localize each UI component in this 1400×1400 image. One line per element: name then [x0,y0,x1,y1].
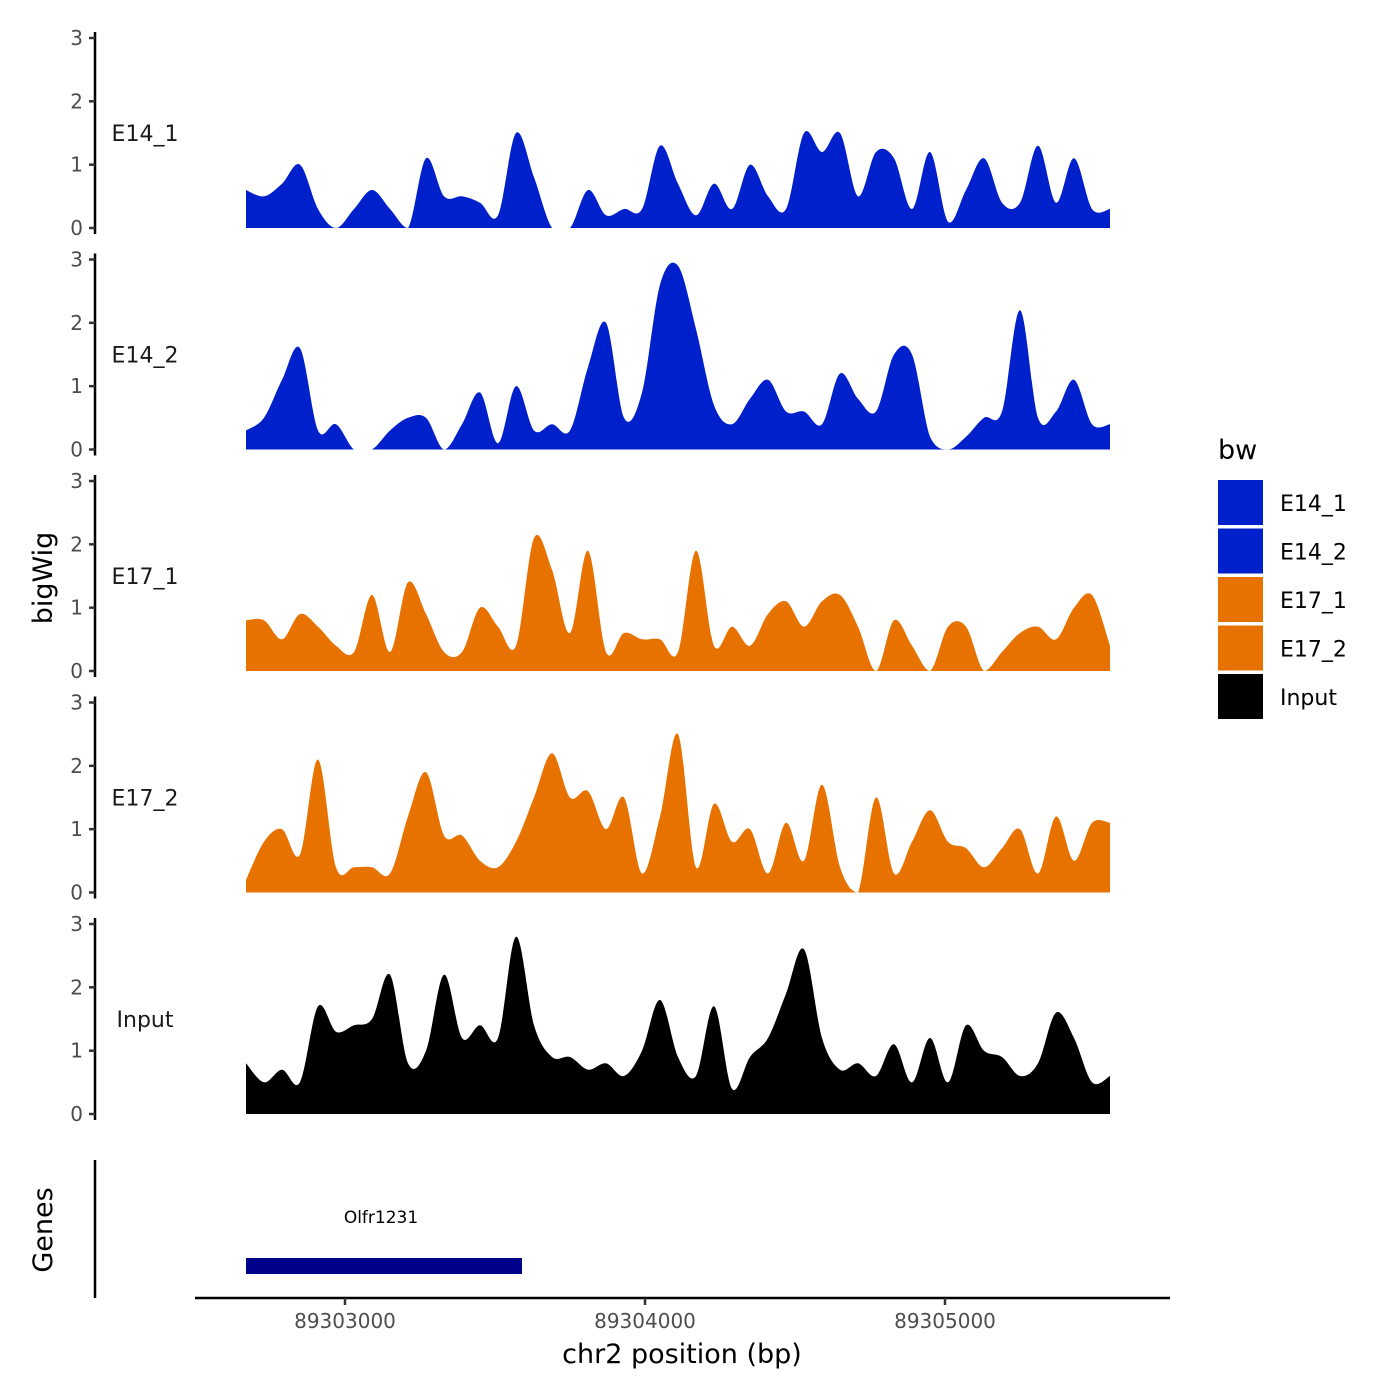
signal-area-input [246,936,1110,1114]
signal-area-e14-2 [246,262,1110,450]
gene-name-label: Olfr1231 [344,1208,418,1228]
genes-panel: Genes Olfr1231 [28,1160,522,1298]
legend-label-e14-1: E14_1 [1280,492,1347,517]
track-label-e14-2: E14_2 [112,344,179,369]
genes-axis-title: Genes [28,1187,59,1272]
y-tick-label: 0 [70,1102,83,1126]
y-tick-label: 0 [70,438,83,462]
legend-swatch-e14-2 [1218,528,1263,574]
legend-title: bw [1218,435,1257,466]
track-label-e17-2: E17_2 [112,787,179,812]
y-tick-label: 1 [70,153,83,177]
legend-swatch-input [1218,674,1263,719]
y-tick-label: 0 [70,216,83,240]
track-e17-1: 0 1 2 3 E17_1 [70,469,1110,683]
track-input: 0 1 2 3 Input [70,912,1110,1126]
y-tick-label: 3 [70,248,83,272]
y-tick-label: 1 [70,374,83,398]
legend-swatch-e14-1 [1218,480,1263,525]
x-axis: chr2 position (bp) 89303000 89304000 89305… [195,1296,1170,1370]
signal-area-e17-1 [246,534,1110,671]
y-tick-label: 3 [70,912,83,936]
track-label-e14-1: E14_1 [112,122,179,147]
y-tick-label: 2 [70,311,83,335]
y-tick-label: 2 [70,89,83,113]
x-tick-label: 89305000 [894,1309,996,1333]
y-tick-label: 0 [70,659,83,683]
y-tick-label: 1 [70,817,83,841]
y-tick-label: 0 [70,881,83,905]
x-tick-label: 89304000 [594,1309,696,1333]
legend-label-e17-1: E17_1 [1280,589,1347,614]
y-tick-label: 2 [70,532,83,556]
y-tick-label: 3 [70,469,83,493]
x-axis-title: chr2 position (bp) [562,1339,802,1370]
x-tick-label: 89303000 [294,1309,396,1333]
signal-tracks: 0 1 2 3 E14_1 0 1 2 3 E14_2 0 1 2 3 E17_1 0 1 2 3 E17_2 0 1 2 3… [70,26,1110,1126]
signal-area-e17-2 [246,733,1110,893]
legend-swatch-e17-1 [1218,577,1263,622]
gene-body [246,1258,522,1274]
track-e14-2: 0 1 2 3 E14_2 [70,248,1110,462]
y-tick-label: 3 [70,691,83,715]
track-e17-2: 0 1 2 3 E17_2 [70,691,1110,905]
y-tick-label: 2 [70,754,83,778]
track-e14-1: 0 1 2 3 E14_1 [70,26,1110,240]
legend-label-e14-2: E14_2 [1280,541,1347,566]
legend: bw E14_1 E14_2 E17_1 E17_2 Input [1218,435,1347,719]
track-label-input: Input [117,1008,174,1033]
track-label-e17-1: E17_1 [112,565,179,590]
legend-label-e17-2: E17_2 [1280,638,1347,663]
y-tick-label: 1 [70,1039,83,1063]
legend-swatch-e17-2 [1218,625,1263,671]
y-tick-label: 1 [70,596,83,620]
signal-area-e14-1 [246,131,1110,228]
legend-label-input: Input [1280,686,1337,711]
y-axis-title: bigWig [28,532,59,625]
y-tick-label: 3 [70,26,83,50]
y-tick-label: 2 [70,975,83,999]
